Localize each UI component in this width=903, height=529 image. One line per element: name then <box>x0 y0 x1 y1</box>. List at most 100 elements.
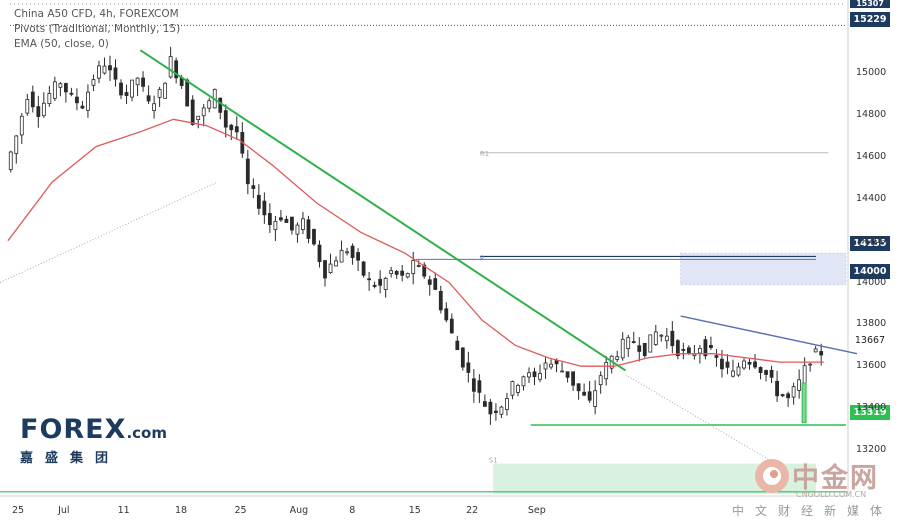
candle-body <box>201 107 206 117</box>
candle-body <box>97 65 101 79</box>
ema-50-line <box>7 118 824 367</box>
candle-body <box>576 383 581 392</box>
candle-body <box>75 96 79 104</box>
candle-body <box>477 380 482 393</box>
watermark-site: CNGOLD.COM.CN <box>796 490 867 499</box>
candle-body <box>482 401 487 407</box>
candle-body <box>731 370 735 377</box>
candle-body <box>736 366 741 376</box>
candle-body <box>747 361 752 365</box>
candle-body <box>279 217 283 221</box>
candle-body <box>791 386 796 398</box>
candle-body <box>543 362 548 370</box>
candle-body <box>262 200 267 216</box>
candle-body <box>664 335 669 342</box>
candle-body <box>196 115 201 120</box>
candle-body <box>720 358 724 370</box>
candle-body <box>449 318 454 334</box>
candle-body <box>455 340 460 351</box>
x-tick-label: 25 <box>234 505 247 516</box>
price-badge-15307: 15307 <box>850 0 890 8</box>
legend-symbol: China A50 CFD, 4h, FOREXCOM <box>14 8 179 20</box>
candle-body <box>378 278 383 286</box>
candle-body <box>416 265 421 267</box>
candle-body <box>405 273 410 278</box>
forex-logo: FOREX.com 嘉盛集团 <box>20 414 167 466</box>
candle-body <box>69 92 74 95</box>
candle-body <box>631 341 636 343</box>
candle-body <box>681 349 686 351</box>
x-tick-label: 22 <box>466 505 479 516</box>
x-tick-label: 11 <box>117 505 130 516</box>
candle-body <box>234 126 239 133</box>
candle-body <box>47 93 52 104</box>
candle-body <box>560 370 564 373</box>
y-tick-label: 13400 <box>856 402 887 414</box>
candle-body <box>725 361 730 368</box>
candle-body <box>554 360 559 365</box>
candle-body <box>615 356 620 360</box>
candle-body <box>284 218 289 223</box>
candle-body <box>604 362 609 380</box>
diagonal-dotted-2 <box>625 374 785 470</box>
candle-body <box>510 381 515 396</box>
candle-body <box>334 260 338 267</box>
resistance-line <box>680 315 858 355</box>
candle-body <box>499 406 504 415</box>
y-tick-label: 13800 <box>856 318 887 330</box>
candle-body <box>102 65 107 74</box>
candle-body <box>361 261 366 276</box>
price-badge-14000: 14000 <box>850 264 890 279</box>
candle-body <box>80 105 85 109</box>
candle-body <box>163 82 168 99</box>
y-tick-label: 14000 <box>856 276 887 288</box>
watermark-title: 中金网 <box>792 463 879 494</box>
candle-body <box>328 263 333 274</box>
candle-body <box>549 363 553 368</box>
candle-body <box>63 83 68 93</box>
candle-body <box>301 218 305 230</box>
candle-body <box>709 344 713 349</box>
candle-body <box>218 97 223 113</box>
y-tick-label: 13600 <box>856 360 887 372</box>
logo-brand: FOREX <box>20 414 127 445</box>
pivot-s1-label: S1 <box>489 457 498 465</box>
candle-body <box>273 220 278 230</box>
candle-body <box>758 367 763 373</box>
x-tick-label: 18 <box>174 505 188 516</box>
candle-body <box>245 158 250 185</box>
candle-body <box>802 365 807 385</box>
candle-body <box>356 252 360 261</box>
candle-body <box>36 106 41 117</box>
candle-body <box>86 91 90 111</box>
candle-body <box>742 360 746 369</box>
logo-chinese: 嘉盛集团 <box>20 451 121 466</box>
candle-body <box>290 216 294 231</box>
candle-body <box>25 99 30 114</box>
candle-body <box>571 371 575 386</box>
y-tick-label: 14600 <box>856 150 887 162</box>
x-tick-label: 15 <box>408 505 421 516</box>
candle-body <box>532 371 537 378</box>
candle-body <box>30 91 35 108</box>
candle-body <box>626 337 631 349</box>
candle-body <box>8 151 13 171</box>
candle-body <box>389 270 394 274</box>
candle-body <box>124 92 129 96</box>
cngold-logo-icon <box>755 459 789 493</box>
candle-body <box>775 380 779 397</box>
downtrend-line <box>139 49 627 372</box>
candle-body <box>593 390 598 407</box>
candle-body <box>339 249 344 263</box>
candle-body <box>394 270 399 275</box>
candle-body <box>223 110 228 128</box>
candle-body <box>411 260 416 275</box>
candle-body <box>295 224 300 235</box>
candle-body <box>190 99 195 125</box>
candle-body <box>185 79 190 107</box>
candle-body <box>141 77 145 87</box>
candle-body <box>317 244 322 262</box>
candle-body <box>819 351 824 356</box>
candle-body <box>251 185 256 189</box>
